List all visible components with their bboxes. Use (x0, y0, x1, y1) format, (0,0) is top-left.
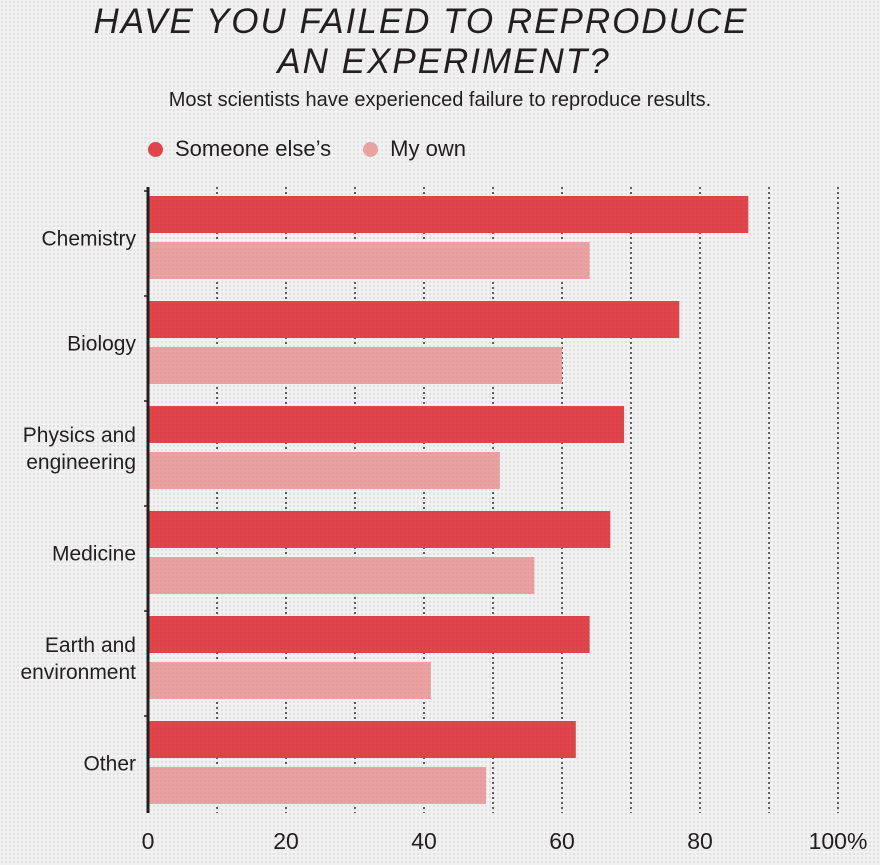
category-label: engineering (26, 451, 136, 474)
bar-someone-else (148, 301, 680, 338)
x-tick-label: 80 (687, 828, 713, 854)
category-label: Biology (67, 333, 136, 356)
chart-subtitle: Most scientists have experienced failure… (168, 89, 712, 111)
bar-my-own (148, 662, 431, 699)
category-label: Chemistry (41, 228, 136, 251)
x-tick-label: 0 (142, 828, 155, 854)
chart-title: HAVE YOU FAILED TO REPRODUCE AN EXPERIME… (0, 2, 880, 82)
bar-someone-else (148, 511, 611, 548)
legend-swatch-my-own (363, 141, 379, 157)
category-label: Medicine (52, 543, 136, 566)
bar-my-own (148, 452, 500, 489)
chart-legend: Someone else’s My own (148, 136, 466, 162)
bar-my-own (148, 767, 487, 804)
bar-my-own (148, 242, 590, 279)
x-tick-label: 20 (273, 828, 299, 854)
category-label: Earth and (45, 634, 136, 657)
chart-title-line-2: AN EXPERIMENT? (277, 42, 611, 81)
x-tick-label: 40 (411, 828, 437, 854)
x-tick-label: 100% (809, 828, 868, 854)
category-label: environment (20, 661, 136, 684)
legend-item-my-own: My own (363, 136, 466, 162)
legend-label-someone-else: Someone else’s (175, 136, 332, 161)
legend-label-my-own: My own (390, 136, 466, 161)
bar-someone-else (148, 196, 749, 233)
category-label: Physics and (23, 424, 136, 447)
bar-my-own (148, 557, 535, 594)
category-label: Other (83, 753, 136, 776)
bar-someone-else (148, 406, 625, 443)
legend-swatch-someone-else (148, 141, 163, 157)
bar-my-own (148, 347, 562, 384)
legend-item-someone-else: Someone else’s (148, 136, 331, 162)
x-tick-label: 60 (549, 828, 575, 854)
chart-title-line-1: HAVE YOU FAILED TO REPRODUCE (93, 2, 749, 41)
bar-someone-else (148, 616, 590, 653)
bar-someone-else (148, 721, 576, 758)
